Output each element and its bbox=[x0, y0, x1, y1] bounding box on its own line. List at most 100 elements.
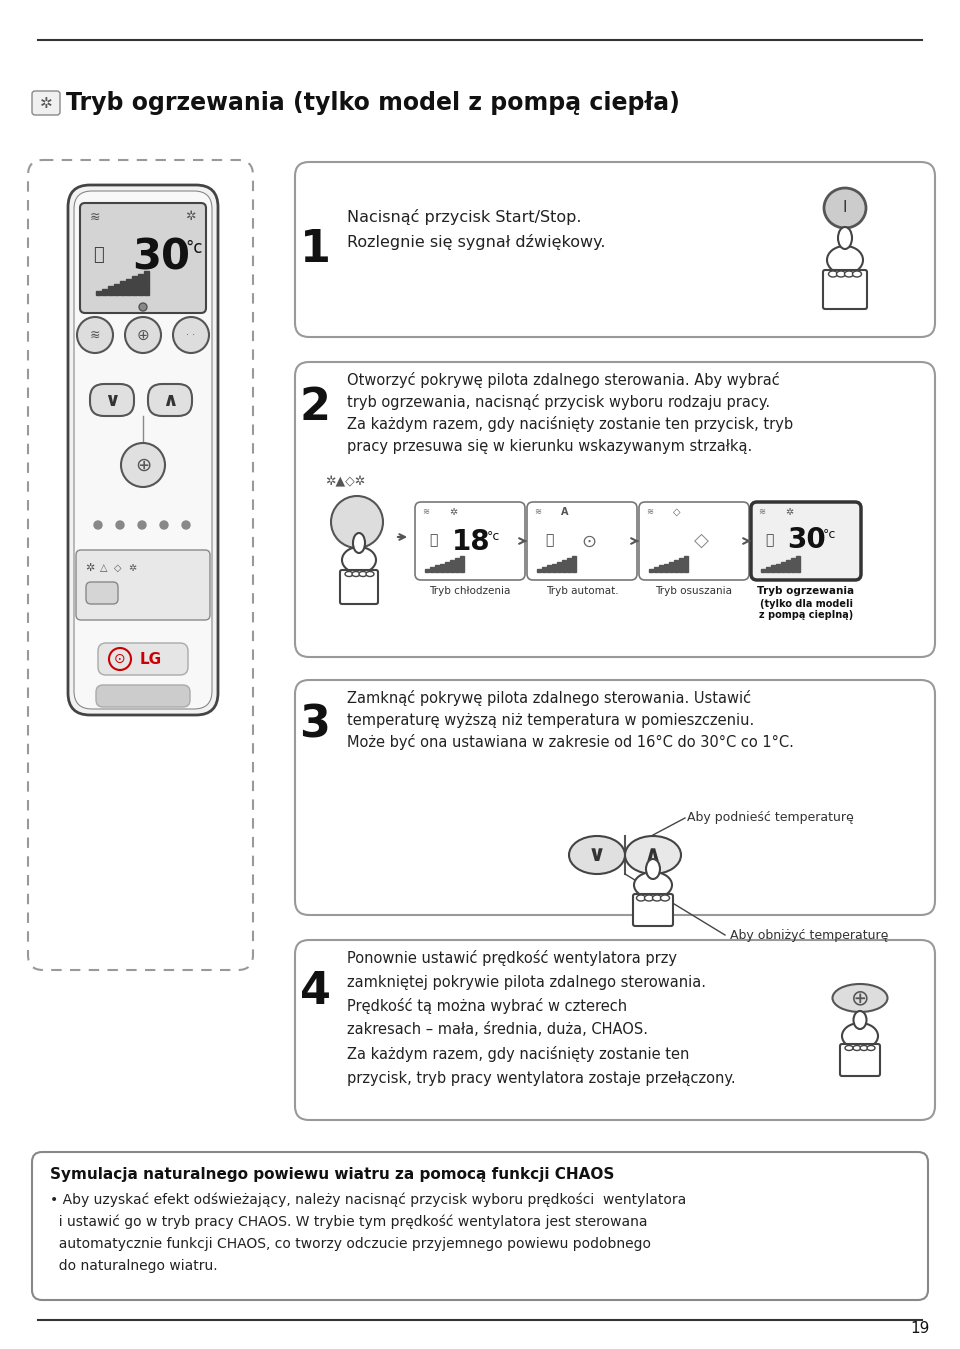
FancyBboxPatch shape bbox=[96, 685, 190, 707]
Bar bbox=[771, 565, 775, 572]
Text: przycisk, tryb pracy wentylatora zostaje przełączony.: przycisk, tryb pracy wentylatora zostaje… bbox=[347, 1071, 735, 1086]
Text: ≋: ≋ bbox=[646, 507, 653, 517]
Text: ◇: ◇ bbox=[673, 507, 681, 517]
Text: zakresach – mała, średnia, duża, CHAOS.: zakresach – mała, średnia, duża, CHAOS. bbox=[347, 1023, 648, 1037]
Bar bbox=[547, 565, 550, 572]
Text: 🌡: 🌡 bbox=[92, 246, 104, 264]
Ellipse shape bbox=[625, 836, 681, 874]
FancyBboxPatch shape bbox=[823, 270, 867, 309]
Bar bbox=[669, 561, 673, 572]
Bar bbox=[659, 565, 662, 572]
FancyBboxPatch shape bbox=[148, 384, 192, 415]
Ellipse shape bbox=[569, 836, 625, 874]
Bar bbox=[761, 569, 764, 572]
Ellipse shape bbox=[836, 271, 846, 277]
FancyBboxPatch shape bbox=[98, 643, 188, 674]
Bar bbox=[766, 567, 770, 572]
Text: Prędkość tą można wybrać w czterech: Prędkość tą można wybrać w czterech bbox=[347, 998, 627, 1014]
Text: Tryb ogrzewania (tylko model z pompą ciepła): Tryb ogrzewania (tylko model z pompą cie… bbox=[66, 90, 680, 115]
Text: ≋: ≋ bbox=[422, 507, 429, 517]
Text: Rozlegnie się sygnał dźwiękowy.: Rozlegnie się sygnał dźwiękowy. bbox=[347, 233, 606, 250]
Text: tryb ogrzewania, nacisnąć przycisk wyboru rodzaju pracy.: tryb ogrzewania, nacisnąć przycisk wybor… bbox=[347, 394, 770, 410]
Bar bbox=[460, 556, 464, 572]
Ellipse shape bbox=[845, 271, 853, 277]
Text: ⊕: ⊕ bbox=[134, 456, 151, 475]
Text: ⊙: ⊙ bbox=[582, 533, 596, 550]
Text: ⊙: ⊙ bbox=[114, 652, 126, 666]
Ellipse shape bbox=[366, 572, 374, 576]
Ellipse shape bbox=[359, 572, 367, 576]
Bar bbox=[440, 564, 444, 572]
Bar bbox=[537, 569, 540, 572]
Text: ≋: ≋ bbox=[90, 210, 101, 224]
Bar bbox=[572, 556, 575, 572]
Text: A: A bbox=[562, 507, 568, 517]
FancyBboxPatch shape bbox=[295, 940, 935, 1120]
Text: Może być ona ustawiana w zakresie od 16°C do 30°C co 1°C.: Może być ona ustawiana w zakresie od 16°… bbox=[347, 734, 794, 750]
Text: 1: 1 bbox=[300, 228, 330, 271]
Text: (tylko dla modeli: (tylko dla modeli bbox=[759, 599, 852, 608]
Bar bbox=[664, 564, 667, 572]
Text: °c: °c bbox=[185, 239, 203, 258]
Bar bbox=[791, 558, 795, 572]
Bar bbox=[796, 556, 800, 572]
Bar bbox=[435, 565, 439, 572]
Bar bbox=[120, 281, 125, 295]
FancyBboxPatch shape bbox=[295, 362, 935, 657]
Ellipse shape bbox=[353, 533, 365, 553]
Circle shape bbox=[121, 442, 165, 487]
Ellipse shape bbox=[660, 894, 669, 901]
Text: 30: 30 bbox=[787, 526, 827, 554]
Ellipse shape bbox=[634, 871, 672, 898]
Circle shape bbox=[139, 304, 147, 312]
Text: ≋: ≋ bbox=[534, 507, 541, 517]
Text: ◇: ◇ bbox=[114, 563, 122, 573]
Text: Aby podnieść temperaturę: Aby podnieść temperaturę bbox=[687, 812, 853, 824]
Text: °c: °c bbox=[823, 527, 836, 541]
Text: ✲: ✲ bbox=[85, 563, 95, 573]
Text: 18: 18 bbox=[452, 527, 491, 556]
FancyBboxPatch shape bbox=[633, 894, 673, 925]
FancyBboxPatch shape bbox=[74, 192, 212, 710]
Bar bbox=[138, 274, 142, 295]
Ellipse shape bbox=[853, 1010, 867, 1029]
Bar bbox=[684, 556, 687, 572]
Text: ∧: ∧ bbox=[644, 844, 662, 865]
Text: °c: °c bbox=[487, 530, 500, 542]
Text: Tryb osuszania: Tryb osuszania bbox=[656, 585, 732, 596]
Text: ✲: ✲ bbox=[449, 507, 457, 517]
Ellipse shape bbox=[845, 1045, 853, 1051]
Circle shape bbox=[109, 648, 131, 670]
Circle shape bbox=[138, 521, 146, 529]
FancyBboxPatch shape bbox=[32, 90, 60, 115]
Bar bbox=[430, 567, 434, 572]
Text: ∨: ∨ bbox=[104, 390, 120, 410]
FancyBboxPatch shape bbox=[415, 502, 525, 580]
Bar bbox=[425, 569, 428, 572]
Bar bbox=[96, 291, 101, 295]
Bar bbox=[114, 283, 118, 295]
Text: 2: 2 bbox=[300, 386, 330, 429]
Bar bbox=[562, 560, 565, 572]
Bar bbox=[679, 558, 683, 572]
Circle shape bbox=[94, 521, 102, 529]
FancyBboxPatch shape bbox=[639, 502, 749, 580]
Text: ∨: ∨ bbox=[588, 844, 606, 865]
FancyBboxPatch shape bbox=[68, 185, 218, 715]
FancyBboxPatch shape bbox=[840, 1044, 880, 1077]
Ellipse shape bbox=[867, 1045, 875, 1051]
Text: Ⅰ: Ⅰ bbox=[843, 201, 848, 216]
Text: Tryb ogrzewania: Tryb ogrzewania bbox=[757, 585, 854, 596]
Ellipse shape bbox=[352, 572, 360, 576]
Ellipse shape bbox=[838, 227, 852, 250]
Text: ✲: ✲ bbox=[39, 96, 53, 111]
Ellipse shape bbox=[827, 246, 863, 274]
Bar bbox=[108, 286, 112, 295]
Bar bbox=[542, 567, 545, 572]
Bar bbox=[776, 564, 780, 572]
Text: ✲▲◇✲: ✲▲◇✲ bbox=[325, 475, 365, 488]
Text: ⊕: ⊕ bbox=[136, 328, 150, 343]
Circle shape bbox=[160, 521, 168, 529]
Bar bbox=[144, 271, 149, 295]
Ellipse shape bbox=[853, 1045, 861, 1051]
